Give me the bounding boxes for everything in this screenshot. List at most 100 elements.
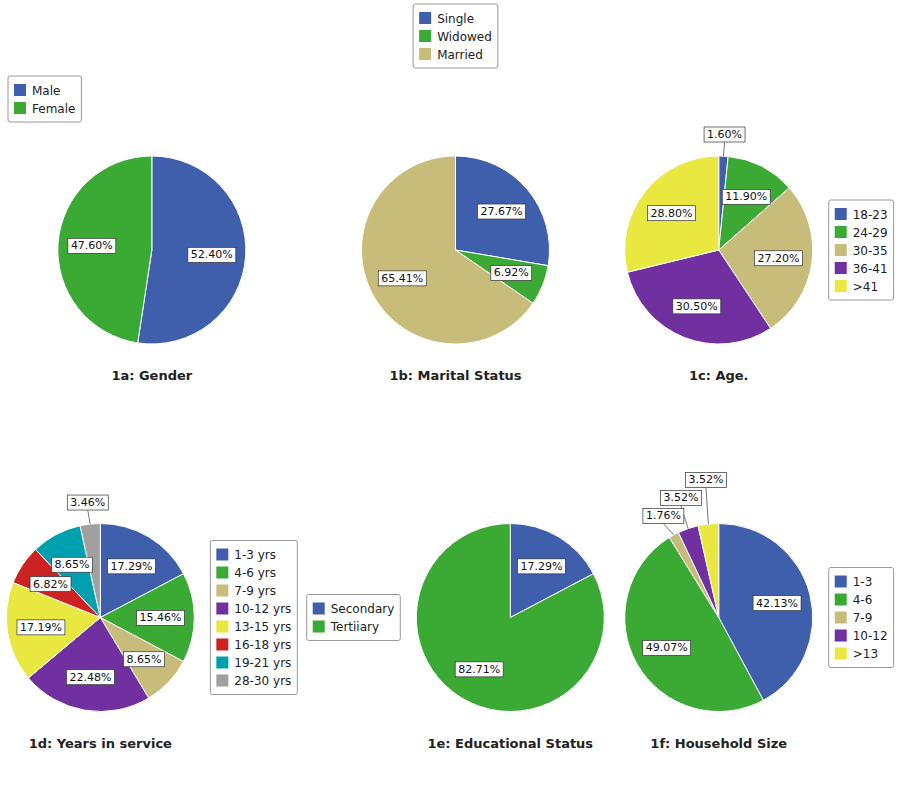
legend-item: 13-15 yrs <box>216 620 291 634</box>
legend-swatch <box>14 102 26 114</box>
legend-label: Female <box>32 102 75 116</box>
data-label-box <box>647 206 695 221</box>
pie: 11.90% 27.20% 30.50% 28.80% 1.60% <box>625 127 813 344</box>
pie-slice <box>625 156 719 272</box>
data-label-text: 11.90% <box>725 190 767 203</box>
legend-item: 18-23 <box>835 208 888 222</box>
pie-panel: 1-34-67-910-12>1342.13%49.07%1.76%3.52%3… <box>625 472 894 750</box>
leader-line <box>88 510 90 524</box>
data-label: 49.07% <box>643 640 691 655</box>
data-label-box <box>660 490 701 505</box>
legend: 18-2324-2930-3536-41>41 <box>829 200 894 300</box>
legend-item: 16-18 yrs <box>216 638 291 652</box>
legend-swatch <box>835 612 847 624</box>
legend-label: 19-21 yrs <box>234 656 291 670</box>
legend-label: 4-6 <box>853 593 873 607</box>
data-label-text: 27.20% <box>757 252 799 265</box>
data-label-box <box>52 557 93 572</box>
data-label: 3.46% <box>67 495 108 510</box>
data-label-text: 49.07% <box>646 641 688 654</box>
chart-title: 1a: Gender <box>111 368 192 383</box>
data-label: 3.52% <box>660 490 701 505</box>
data-label: 27.20% <box>754 251 802 266</box>
legend: Single Widowed Married <box>413 4 498 68</box>
pie: 17.29%15.46%8.65%22.48%17.19%6.82%8.65%3… <box>6 495 194 711</box>
data-label-text: 3.52% <box>688 473 723 486</box>
legend-box <box>307 595 401 641</box>
legend-swatch <box>835 594 847 606</box>
data-labels: 11.90% 27.20% 30.50% 28.80% 1.60% <box>647 127 802 314</box>
legend-item: >41 <box>835 280 878 294</box>
legend-box <box>413 4 498 68</box>
chart-title: 1b: Marital Status <box>389 368 521 383</box>
legend-box <box>829 200 894 300</box>
legend-item: 7-9 <box>835 611 873 625</box>
pie-slice <box>416 524 604 712</box>
data-label-text: 27.67% <box>480 205 522 218</box>
legend-label: 10-12 yrs <box>234 602 291 616</box>
data-label-box <box>67 495 108 510</box>
legend-item: Single <box>419 12 474 26</box>
data-label-text: 1.60% <box>707 128 742 141</box>
data-label: 82.71% <box>455 662 503 677</box>
legend-item: 24-29 <box>835 226 888 240</box>
data-label: 11.90% <box>722 189 770 204</box>
data-label-box <box>643 640 691 655</box>
legend-label: >13 <box>853 647 878 661</box>
legend-label: Widowed <box>437 30 492 44</box>
data-labels: 42.13%49.07%1.76%3.52%3.52% <box>643 472 801 655</box>
legend-swatch <box>216 639 228 651</box>
data-label: 15.46% <box>137 610 185 625</box>
pie-panel: 1-3 yrs4-6 yrs7-9 yrs10-12 yrs13-15 yrs1… <box>6 495 297 750</box>
legend-label: 7-9 <box>853 611 873 625</box>
leader-line <box>663 524 674 535</box>
legend-label: >41 <box>853 280 878 294</box>
legend-swatch <box>835 226 847 238</box>
data-label-text: 15.46% <box>140 611 182 624</box>
legend-label: 16-18 yrs <box>234 638 291 652</box>
legend-label: 28-30 yrs <box>234 674 291 688</box>
data-label-box <box>673 299 721 314</box>
data-label-box <box>17 620 65 635</box>
data-label-text: 17.29% <box>110 560 152 573</box>
legend-swatch <box>835 208 847 220</box>
data-label-box <box>643 508 684 523</box>
data-label-text: 82.71% <box>458 663 500 676</box>
data-label-box <box>68 238 116 253</box>
data-label: 8.65% <box>124 652 165 667</box>
legend-item: 7-9 yrs <box>216 584 276 598</box>
legend-box <box>8 76 81 122</box>
data-label-box <box>378 271 426 286</box>
data-labels: 52.40%47.60% <box>68 238 236 262</box>
legend-swatch <box>216 657 228 669</box>
pie-panel: 18-2324-2930-3536-41>4111.90%27.20%30.50… <box>625 127 894 383</box>
legend: 1-34-67-910-12>13 <box>829 568 894 668</box>
data-label: 1.76% <box>643 508 684 523</box>
data-label-box <box>188 247 236 262</box>
legend-swatch <box>835 280 847 292</box>
data-label: 28.80% <box>647 206 695 221</box>
legend-swatch <box>419 12 431 24</box>
legend-swatch <box>835 630 847 642</box>
data-label-text: 65.41% <box>381 272 423 285</box>
legend: SecondaryTertiiary <box>307 595 401 641</box>
data-label: 65.41% <box>378 271 426 286</box>
legend-swatch <box>835 576 847 588</box>
data-labels: 17.29%82.71% <box>455 559 565 677</box>
legend-item: 36-41 <box>835 262 888 276</box>
legend-label: 1-3 yrs <box>234 548 276 562</box>
data-label-box <box>685 472 726 487</box>
legend-item: 4-6 <box>835 593 873 607</box>
data-label: 6.82% <box>30 577 71 592</box>
data-label-text: 30.50% <box>676 300 718 313</box>
legend-label: Married <box>437 48 483 62</box>
pie: 52.40%47.60% <box>58 156 246 344</box>
legend-label: 36-41 <box>853 262 888 276</box>
data-label: 22.48% <box>66 670 114 685</box>
legend-item: 10-12 yrs <box>216 602 291 616</box>
legend-item: 19-21 yrs <box>216 656 291 670</box>
legend-swatch <box>835 244 847 256</box>
pie: 27.67%6.92%65.41% <box>362 156 550 344</box>
data-label-text: 3.52% <box>663 491 698 504</box>
data-label: 27.67% <box>477 204 525 219</box>
